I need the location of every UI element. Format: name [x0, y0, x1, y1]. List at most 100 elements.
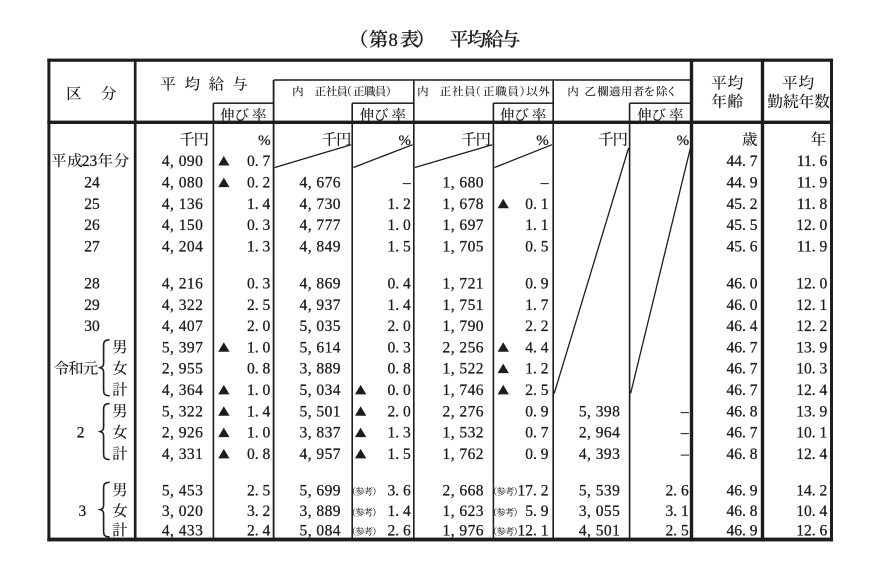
- svg-text:12. 4: 12. 4: [796, 446, 827, 463]
- svg-text:2, 964: 2, 964: [579, 425, 620, 442]
- svg-text:3, 889: 3, 889: [300, 361, 341, 378]
- svg-text:1. 3: 1. 3: [247, 238, 271, 255]
- svg-text:–: –: [680, 403, 689, 420]
- svg-text:3, 889: 3, 889: [300, 503, 341, 520]
- svg-text:12. 0: 12. 0: [796, 217, 827, 234]
- svg-text:2. 0: 2. 0: [247, 318, 271, 335]
- svg-text:12. 1: 12. 1: [796, 297, 827, 314]
- svg-text:4, 869: 4, 869: [300, 276, 341, 293]
- svg-text:1. 4: 1. 4: [387, 297, 411, 314]
- svg-text:4, 730: 4, 730: [300, 196, 341, 213]
- svg-text:1, 976: 1, 976: [443, 522, 484, 539]
- svg-text:1, 705: 1, 705: [443, 238, 484, 255]
- svg-text:4. 4: 4. 4: [525, 339, 549, 356]
- svg-text:–: –: [680, 446, 689, 463]
- svg-text:5, 398: 5, 398: [579, 403, 620, 420]
- svg-text:29: 29: [84, 297, 100, 314]
- svg-text:25: 25: [84, 196, 100, 213]
- svg-text:3. 6: 3. 6: [387, 482, 411, 499]
- svg-text:0. 0: 0. 0: [387, 382, 411, 399]
- svg-text:1. 7: 1. 7: [525, 297, 549, 314]
- svg-text:46. 8: 46. 8: [727, 403, 758, 420]
- svg-text:1, 762: 1, 762: [443, 446, 484, 463]
- svg-text:46. 7: 46. 7: [727, 382, 758, 399]
- svg-text:46. 8: 46. 8: [727, 446, 758, 463]
- svg-text:1, 680: 1, 680: [443, 175, 484, 192]
- svg-text:1. 4: 1. 4: [387, 503, 411, 520]
- svg-text:10. 1: 10. 1: [796, 425, 827, 442]
- svg-text:4, 322: 4, 322: [162, 297, 203, 314]
- svg-text:1, 678: 1, 678: [443, 196, 484, 213]
- svg-text:2. 0: 2. 0: [387, 403, 411, 420]
- svg-text:10. 3: 10. 3: [796, 361, 827, 378]
- svg-text:1. 0: 1. 0: [387, 217, 411, 234]
- svg-text:46. 4: 46. 4: [727, 318, 758, 335]
- svg-text:12. 6: 12. 6: [796, 522, 827, 539]
- svg-text:12. 1: 12. 1: [518, 522, 549, 539]
- svg-text:1, 623: 1, 623: [443, 503, 484, 520]
- svg-text:%: %: [258, 133, 271, 149]
- svg-text:14. 2: 14. 2: [796, 482, 827, 499]
- svg-text:1, 751: 1, 751: [443, 297, 484, 314]
- svg-text:1, 532: 1, 532: [443, 425, 484, 442]
- svg-text:10. 4: 10. 4: [796, 503, 827, 520]
- svg-text:46. 7: 46. 7: [727, 361, 758, 378]
- svg-text:0. 7: 0. 7: [525, 425, 549, 442]
- svg-text:5, 034: 5, 034: [300, 382, 341, 399]
- svg-text:11. 8: 11. 8: [797, 196, 828, 213]
- svg-text:12. 4: 12. 4: [796, 382, 827, 399]
- svg-text:0. 4: 0. 4: [387, 276, 411, 293]
- svg-text:–: –: [402, 175, 411, 192]
- svg-text:5, 322: 5, 322: [162, 403, 203, 420]
- svg-text:2. 4: 2. 4: [247, 522, 271, 539]
- svg-text:0. 8: 0. 8: [387, 361, 411, 378]
- svg-text:12. 0: 12. 0: [796, 276, 827, 293]
- svg-text:0. 7: 0. 7: [247, 153, 271, 170]
- svg-text:12. 2: 12. 2: [796, 318, 827, 335]
- svg-text:4, 331: 4, 331: [162, 446, 203, 463]
- svg-text:0. 2: 0. 2: [247, 175, 270, 192]
- svg-text:45. 6: 45. 6: [727, 238, 758, 255]
- svg-text:2. 6: 2. 6: [666, 482, 690, 499]
- svg-text:4, 433: 4, 433: [162, 522, 203, 539]
- svg-text:2, 256: 2, 256: [443, 339, 484, 356]
- svg-text:5, 397: 5, 397: [162, 339, 203, 356]
- svg-text:2. 0: 2. 0: [387, 318, 411, 335]
- svg-text:3: 3: [79, 503, 87, 520]
- svg-text:–: –: [540, 175, 549, 192]
- svg-text:26: 26: [84, 217, 100, 234]
- svg-text:46. 0: 46. 0: [727, 297, 758, 314]
- svg-text:4, 957: 4, 957: [300, 446, 341, 463]
- svg-text:3. 2: 3. 2: [247, 503, 270, 520]
- svg-text:1. 2: 1. 2: [387, 196, 410, 213]
- svg-text:2, 276: 2, 276: [443, 403, 484, 420]
- svg-text:46. 7: 46. 7: [727, 425, 758, 442]
- svg-text:2, 668: 2, 668: [443, 482, 484, 499]
- svg-text:45. 5: 45. 5: [727, 217, 758, 234]
- svg-text:23: 23: [82, 153, 98, 170]
- svg-text:5, 699: 5, 699: [300, 482, 341, 499]
- svg-text:1. 2: 1. 2: [525, 361, 548, 378]
- svg-text:1, 790: 1, 790: [443, 318, 484, 335]
- svg-text:1. 0: 1. 0: [247, 425, 271, 442]
- svg-text:0. 3: 0. 3: [247, 276, 271, 293]
- svg-text:4, 204: 4, 204: [162, 238, 203, 255]
- svg-text:%: %: [677, 133, 690, 149]
- svg-text:0. 8: 0. 8: [247, 446, 271, 463]
- svg-text:1, 721: 1, 721: [443, 276, 484, 293]
- svg-text:%: %: [399, 133, 412, 149]
- svg-text:4, 501: 4, 501: [579, 522, 620, 539]
- svg-text:4, 407: 4, 407: [162, 318, 203, 335]
- svg-text:4, 393: 4, 393: [579, 446, 620, 463]
- svg-text:3, 837: 3, 837: [300, 425, 341, 442]
- svg-text:5, 539: 5, 539: [579, 482, 620, 499]
- svg-text:4, 676: 4, 676: [300, 175, 341, 192]
- svg-text:13. 9: 13. 9: [796, 339, 827, 356]
- svg-text:2. 2: 2. 2: [525, 318, 548, 335]
- svg-text:46. 8: 46. 8: [727, 503, 758, 520]
- svg-text:2: 2: [77, 425, 85, 442]
- svg-text:2. 6: 2. 6: [387, 522, 411, 539]
- svg-text:30: 30: [84, 318, 100, 335]
- svg-text:1. 4: 1. 4: [247, 403, 271, 420]
- svg-text:4, 136: 4, 136: [162, 196, 203, 213]
